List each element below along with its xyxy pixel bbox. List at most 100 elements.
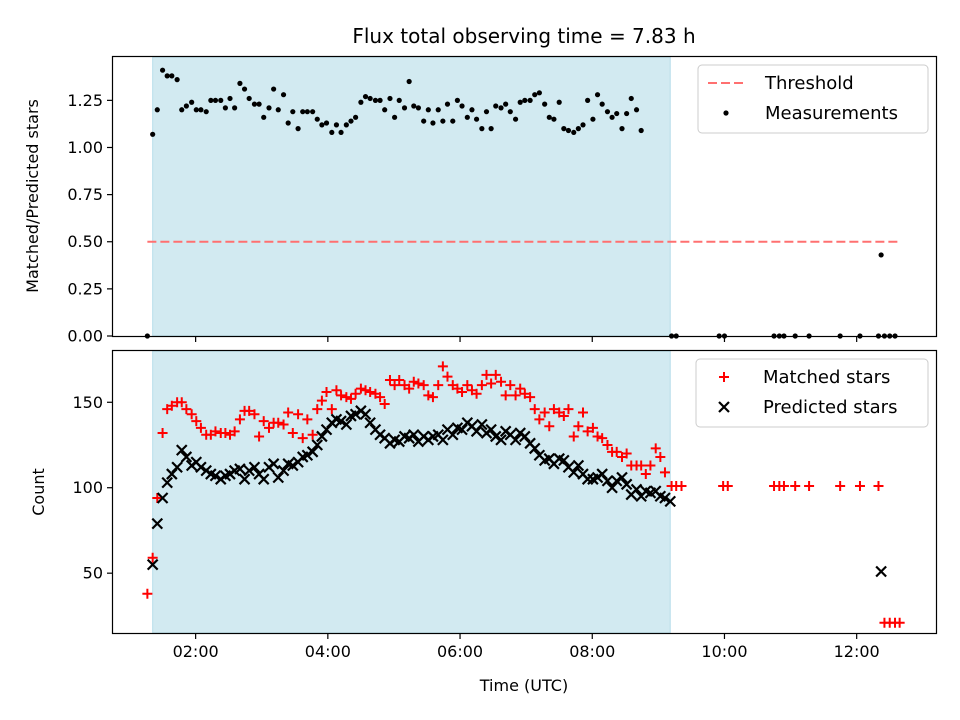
predicted-stars-point [606, 481, 618, 494]
observing-window-span [152, 350, 671, 634]
measurements-point [556, 99, 562, 105]
top-panel-frame [111, 55, 938, 338]
predicted-stars-point [349, 408, 362, 421]
measurements-point [619, 126, 625, 132]
matched-stars-point [621, 448, 632, 459]
measurements-point [285, 120, 291, 126]
measurements-point [604, 109, 611, 115]
legend-entry-label: Threshold [764, 73, 854, 94]
predicted-stars-point [610, 475, 623, 487]
matched-stars-point [525, 392, 536, 403]
matched-stars-point [592, 431, 603, 442]
legend-marker-handle [723, 110, 729, 116]
matched-stars-point [297, 433, 308, 444]
measurements-point [551, 116, 557, 122]
measurements-point [469, 107, 475, 113]
matched-stars-point [394, 375, 405, 386]
predicted-stars-point [151, 517, 164, 530]
matched-stars-point [249, 409, 260, 420]
predicted-stars-point [171, 461, 183, 473]
measurements-point [493, 103, 499, 109]
measurements-point [527, 97, 533, 103]
top-panel: 0.00 0.25 0.50 0.75 1.00 1.25 Matched/Predict… [23, 55, 938, 346]
matched-stars-point [379, 398, 390, 409]
matched-stars-point [437, 361, 448, 372]
matched-stars-point [302, 414, 313, 425]
matched-stars-point [181, 404, 192, 415]
matched-stars-point [418, 380, 429, 391]
y-tick-label: 0.00 [67, 327, 103, 346]
y-tick-label: 100 [72, 478, 103, 497]
matched-stars-point [490, 369, 501, 380]
measurements-point [237, 80, 243, 86]
measurements-point [571, 129, 577, 136]
matched-stars-point [582, 426, 593, 437]
matched-stars-point [650, 443, 661, 454]
measurements-point [189, 99, 195, 105]
y-tick-label: 0.25 [67, 279, 103, 298]
matched-stars-point [573, 421, 584, 432]
matched-stars-point [307, 429, 318, 440]
measurements-point [290, 109, 296, 115]
measurements-point [628, 95, 634, 102]
matched-stars-point [873, 481, 884, 492]
measurements-point [624, 110, 630, 117]
observing-window-span [152, 56, 671, 337]
measurements-point [198, 107, 204, 113]
matched-stars-point [854, 481, 865, 492]
predicted-stars-point [301, 449, 314, 462]
measurements-point [159, 67, 166, 73]
matched-stars-point [166, 400, 177, 411]
matched-stars-point [360, 385, 371, 396]
measurements-point [585, 97, 591, 103]
predicted-stars-point [277, 464, 290, 477]
measurements-point [241, 86, 248, 92]
measurements-point [392, 114, 398, 120]
measurements-point [348, 118, 354, 124]
matched-stars-point [404, 383, 415, 394]
measurements-point [256, 101, 262, 107]
matched-stars-point [578, 407, 589, 418]
measurements-point [498, 105, 504, 111]
matched-stars-point [471, 388, 482, 399]
predicted-stars-point [161, 476, 173, 489]
matched-stars-point [529, 404, 540, 415]
matched-stars-point [273, 417, 284, 428]
measurements-point [415, 105, 422, 111]
y-tick-label: 0.75 [67, 185, 103, 204]
measurements-point [459, 103, 465, 109]
measurements-point [179, 107, 185, 113]
measurements-point [532, 92, 538, 98]
measurements-point [212, 97, 219, 103]
matched-stars-point [790, 481, 801, 492]
measurements-point [542, 101, 548, 107]
predicted-stars-point [316, 430, 328, 443]
predicted-stars-point [156, 492, 169, 504]
matched-stars-point [195, 422, 206, 433]
predicted-stars-point [238, 473, 251, 485]
matched-stars-point [244, 405, 255, 416]
matched-stars-point [640, 469, 651, 480]
measurements-point [174, 77, 180, 83]
matched-stars-point [350, 388, 361, 399]
matched-stars-point [384, 375, 395, 386]
measurements-point [203, 109, 209, 115]
legend-box [695, 358, 929, 428]
predicted-stars-point [616, 471, 628, 484]
y-tick-label: 50 [83, 564, 103, 583]
matched-stars-point [186, 409, 197, 420]
predicted-stars-point [664, 495, 677, 508]
y-tick-label: 1.25 [67, 91, 103, 110]
matched-stars-point [152, 492, 163, 503]
matched-stars-point [423, 390, 434, 401]
matched-stars-point [563, 404, 574, 415]
measurements-point [406, 78, 412, 85]
matched-stars-point [191, 416, 202, 427]
predicted-stars-point [572, 459, 585, 472]
predicted-stars-point [243, 464, 255, 477]
matched-stars-point [176, 397, 187, 408]
legend-marker-handle [719, 372, 729, 382]
x-axis-label: Time (UTC) [479, 676, 568, 695]
matched-stars-point [234, 414, 245, 425]
